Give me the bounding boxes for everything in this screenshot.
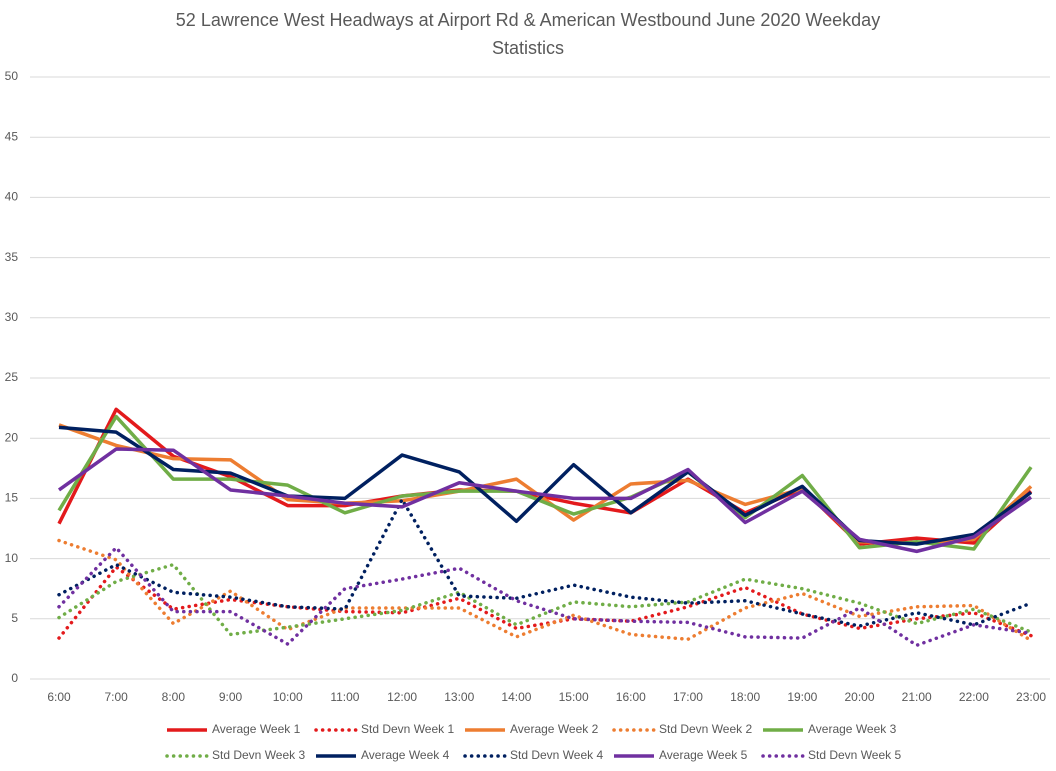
x-tick-label: 10:00	[273, 690, 303, 704]
chart-title: 52 Lawrence West Headways at Airport Rd …	[175, 10, 881, 58]
y-tick-label: 15	[5, 491, 19, 505]
legend-label: Std Devn Week 3	[212, 748, 305, 762]
y-tick-label: 0	[11, 671, 18, 685]
y-tick-label: 5	[11, 611, 18, 625]
series-line	[58, 425, 1033, 546]
y-tick-label: 30	[5, 310, 19, 324]
series-line	[57, 414, 1033, 551]
series-line	[57, 497, 1033, 628]
legend-label: Std Devn Week 5	[808, 748, 901, 762]
x-tick-label: 19:00	[787, 690, 817, 704]
series-line	[57, 447, 1033, 554]
legend-label: Average Week 5	[659, 748, 748, 762]
legend-label: Average Week 3	[808, 722, 897, 736]
x-tick-label: 13:00	[444, 690, 474, 704]
x-tick-label: 12:00	[387, 690, 417, 704]
x-tick-label: 21:00	[902, 690, 932, 704]
y-tick-label: 40	[5, 190, 19, 204]
x-tick-label: 14:00	[501, 690, 531, 704]
series-line	[57, 565, 1033, 640]
x-tick-label: 18:00	[730, 690, 760, 704]
legend-label: Std Devn Week 2	[659, 722, 752, 736]
y-tick-label: 45	[5, 129, 19, 143]
x-tick-label: 22:00	[959, 690, 989, 704]
legend-label: Average Week 4	[361, 748, 450, 762]
x-tick-label: 17:00	[673, 690, 703, 704]
x-tick-label: 20:00	[845, 690, 875, 704]
x-tick-label: 15:00	[559, 690, 589, 704]
x-tick-label: 23:00	[1016, 690, 1046, 704]
legend-label: Average Week 1	[212, 722, 301, 736]
x-tick-label: 8:00	[162, 690, 186, 704]
series-line	[57, 407, 1033, 546]
x-tick-label: 6:00	[47, 690, 71, 704]
x-tick-label: 16:00	[616, 690, 646, 704]
y-tick-label: 25	[5, 370, 19, 384]
y-tick-label: 50	[5, 69, 19, 83]
y-tick-label: 20	[5, 430, 19, 444]
legend-label: Std Devn Week 1	[361, 722, 454, 736]
legend-label: Std Devn Week 4	[510, 748, 603, 762]
y-tick-label: 10	[5, 551, 19, 565]
x-tick-label: 7:00	[105, 690, 129, 704]
series-line	[58, 423, 1033, 545]
x-tick-label: 9:00	[219, 690, 243, 704]
y-tick-label: 35	[5, 250, 19, 264]
legend-label: Average Week 2	[510, 722, 599, 736]
series-line	[57, 562, 1033, 637]
x-tick-label: 11:00	[330, 690, 359, 704]
series-line	[57, 546, 1033, 648]
